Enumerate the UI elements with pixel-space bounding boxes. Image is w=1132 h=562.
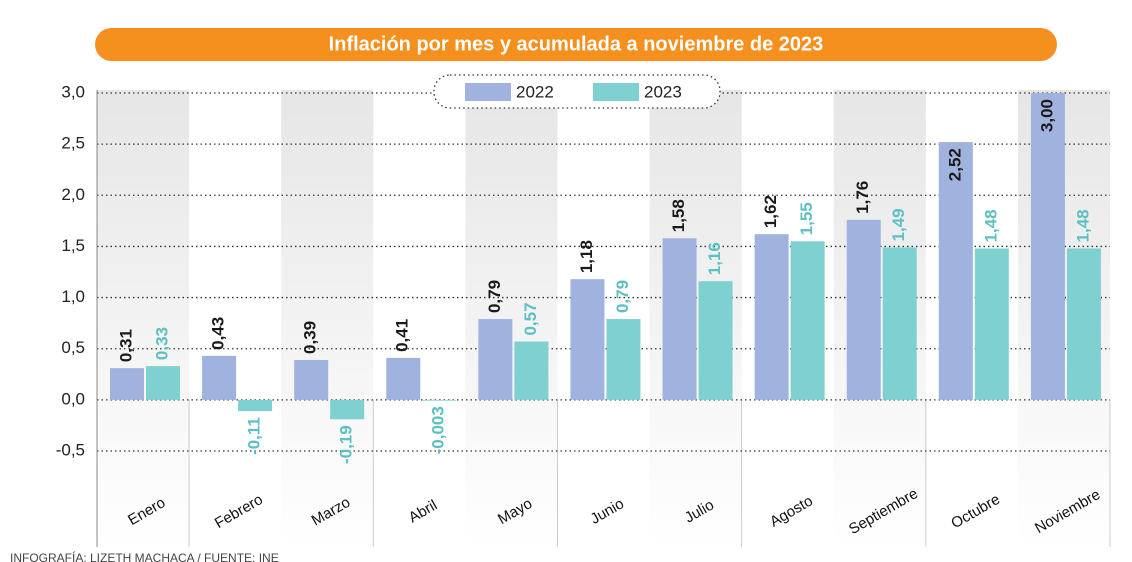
bar [110, 368, 144, 400]
bar [422, 399, 457, 401]
data-label: 1,55 [797, 202, 816, 235]
data-label: 1,16 [705, 242, 724, 275]
bar [386, 357, 421, 400]
bar [202, 355, 237, 400]
bar [514, 341, 549, 400]
data-label: 1,62 [761, 195, 780, 228]
data-label: 0,57 [521, 302, 540, 335]
x-tick-label: Octubre [948, 491, 1003, 532]
bar [238, 399, 273, 412]
legend-label: 2023 [644, 82, 682, 101]
data-label: 0,79 [613, 280, 632, 313]
bar [1030, 93, 1065, 400]
data-label: 1,58 [669, 199, 688, 232]
column-band [465, 90, 558, 547]
bar [146, 366, 180, 400]
data-label: 1,49 [889, 208, 908, 241]
data-label: 0,41 [393, 319, 412, 352]
data-label: -0,003 [429, 406, 448, 454]
bar [606, 319, 641, 400]
data-label: 0,33 [152, 327, 171, 360]
bar [754, 234, 789, 400]
data-label: -0,11 [245, 417, 264, 455]
legend-label: 2022 [516, 82, 554, 101]
title-banner [95, 28, 1057, 61]
data-label: 0,79 [485, 280, 504, 313]
x-tick-label: Abril [406, 497, 440, 527]
y-tick-label: 0,5 [61, 338, 85, 357]
data-label: 0,43 [209, 317, 228, 350]
bar [478, 319, 513, 400]
footer-credit: INFOGRAFÍA: LIZETH MACHACA / FUENTE: INE [10, 550, 279, 562]
bar [662, 238, 697, 400]
y-tick-label: 2,0 [61, 185, 85, 204]
data-label: 1,18 [577, 240, 596, 273]
legend-swatch [593, 83, 639, 101]
data-label: 1,48 [1073, 209, 1092, 242]
bar [294, 359, 329, 400]
bar [938, 142, 973, 400]
bar [330, 399, 365, 420]
data-label: 0,31 [116, 329, 135, 362]
y-tick-label: 2,5 [61, 134, 85, 153]
column-band [97, 90, 190, 547]
data-label: 1,76 [853, 181, 872, 214]
x-tick-label: Junio [587, 495, 627, 528]
bar [1066, 248, 1101, 400]
y-tick-label: 1,5 [61, 236, 85, 255]
x-tick-label: Febrero [212, 491, 266, 532]
legend-swatch [465, 83, 511, 101]
bar [790, 241, 825, 400]
chart-title: Inflación por mes y acumulada a noviembr… [329, 33, 824, 55]
y-tick-label: 0,0 [61, 389, 85, 408]
bar [570, 279, 605, 400]
column-band [281, 90, 374, 547]
bar [846, 219, 881, 400]
bar [974, 248, 1009, 400]
data-label: 1,48 [981, 209, 1000, 242]
y-tick-label: 3,0 [61, 82, 85, 101]
data-label: 0,39 [301, 321, 320, 354]
bar [882, 247, 917, 400]
x-tick-label: Agosto [767, 493, 816, 531]
data-label: 2,52 [945, 148, 964, 181]
y-tick-label: 1,0 [61, 287, 85, 306]
data-label: -0,19 [337, 425, 356, 464]
data-label: 3,00 [1037, 99, 1056, 132]
y-tick-label: -0,5 [56, 440, 85, 459]
bar [698, 281, 733, 400]
